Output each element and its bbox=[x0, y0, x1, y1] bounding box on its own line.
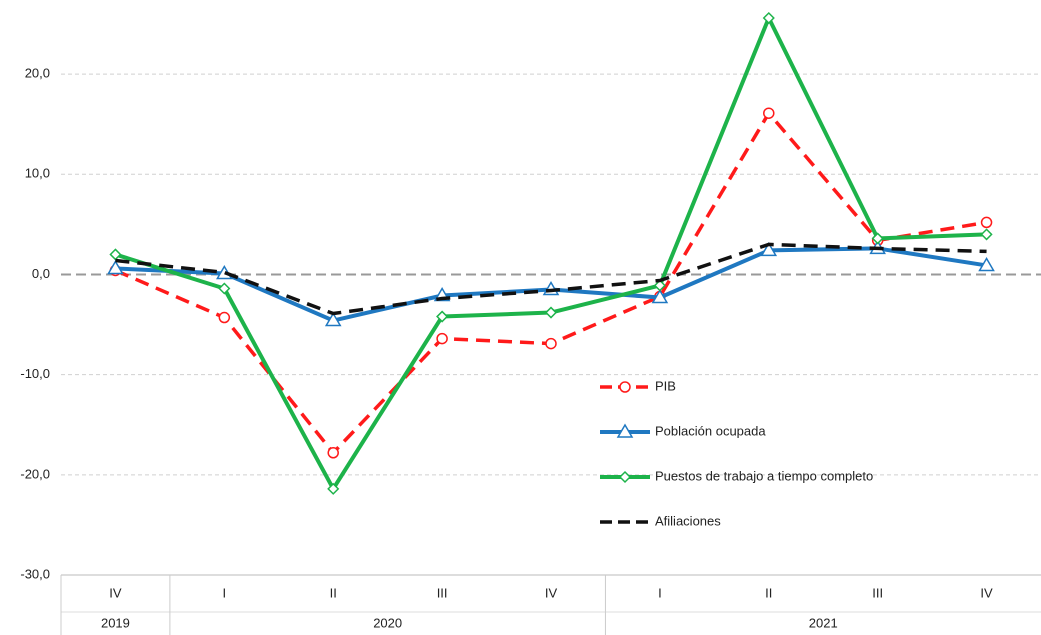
legend-marker bbox=[618, 470, 632, 484]
y-tick-label: -20,0 bbox=[20, 466, 50, 481]
x-tick-label: IV bbox=[545, 585, 558, 600]
x-tick-label: IV bbox=[980, 585, 993, 600]
marker bbox=[871, 232, 884, 245]
x-group-label: 2020 bbox=[373, 615, 402, 630]
y-tick-label: -30,0 bbox=[20, 566, 50, 581]
y-tick-label: 10,0 bbox=[25, 166, 50, 181]
marker bbox=[760, 241, 778, 257]
y-tick-label: -10,0 bbox=[20, 366, 50, 381]
legend-marker bbox=[619, 381, 631, 393]
marker bbox=[763, 107, 775, 119]
marker bbox=[436, 310, 449, 323]
legend-label: Afiliaciones bbox=[655, 513, 721, 528]
series-line bbox=[114, 16, 987, 491]
marker bbox=[653, 279, 666, 292]
marker bbox=[980, 228, 993, 241]
marker bbox=[327, 482, 340, 495]
x-tick-label: II bbox=[765, 585, 772, 600]
x-tick-label: IV bbox=[109, 585, 122, 600]
marker bbox=[218, 282, 231, 295]
marker bbox=[218, 311, 231, 324]
marker bbox=[327, 447, 339, 459]
marker bbox=[545, 337, 557, 350]
x-group-label: 2021 bbox=[809, 615, 838, 630]
x-tick-label: III bbox=[872, 585, 883, 600]
marker bbox=[651, 289, 669, 304]
legend-marker bbox=[616, 423, 634, 438]
x-tick-label: I bbox=[223, 585, 227, 600]
marker bbox=[324, 312, 342, 327]
marker bbox=[978, 256, 995, 272]
y-tick-label: 0,0 bbox=[32, 266, 50, 281]
y-tick-label: 20,0 bbox=[25, 66, 50, 81]
marker bbox=[107, 259, 124, 275]
x-tick-label: I bbox=[658, 585, 662, 600]
marker bbox=[436, 332, 448, 345]
legend-label: Puestos de trabajo a tiempo completo bbox=[655, 468, 873, 483]
x-group-label: 2019 bbox=[101, 615, 130, 630]
x-tick-label: II bbox=[330, 585, 337, 600]
legend-label: PIB bbox=[655, 378, 676, 393]
x-tick-label: III bbox=[437, 585, 448, 600]
marker bbox=[109, 248, 122, 261]
legend-label: Población ocupada bbox=[655, 423, 766, 438]
marker bbox=[762, 11, 775, 25]
marker bbox=[980, 216, 993, 229]
series-line bbox=[115, 242, 987, 316]
marker bbox=[544, 306, 558, 319]
